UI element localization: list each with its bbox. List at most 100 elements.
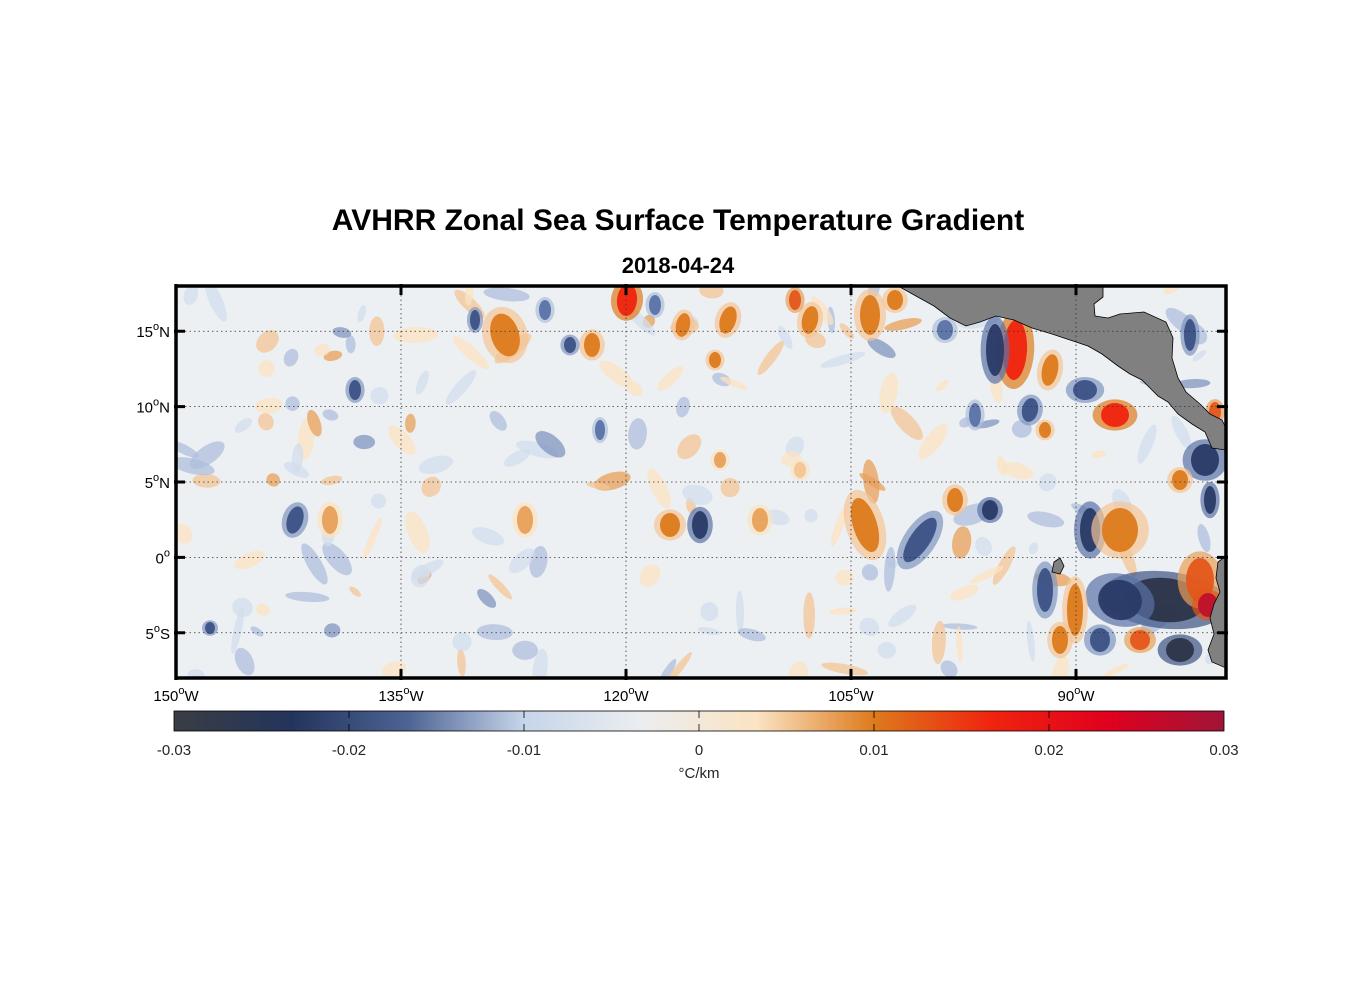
sst-anomaly-patch xyxy=(1027,511,1065,528)
lon-tick-degree: o xyxy=(853,685,859,697)
sst-anomaly-patch xyxy=(189,441,225,469)
sst-anomaly-core xyxy=(937,320,953,340)
sst-anomaly-core xyxy=(789,290,801,310)
lat-tick-number: 5 xyxy=(146,626,154,643)
chart-subtitle: 2018-04-24 xyxy=(621,253,735,278)
sst-anomaly-patch xyxy=(861,564,879,581)
sst-anomaly-patch xyxy=(234,550,265,570)
lon-tick-hemisphere: W xyxy=(1080,688,1095,705)
sst-anomaly-patch xyxy=(803,592,815,639)
lon-tick-hemisphere: W xyxy=(409,688,424,705)
lon-tick-label: 135oW xyxy=(378,685,424,705)
sst-anomaly-core xyxy=(539,300,551,320)
sst-anomaly-patch xyxy=(231,607,245,654)
colorbar-tick-label: -0.03 xyxy=(157,742,191,759)
sst-anomaly-patch xyxy=(735,590,744,633)
sst-anomaly-patch xyxy=(969,565,1004,584)
sst-anomaly-patch xyxy=(320,475,343,486)
lon-tick-number: 90 xyxy=(1058,688,1075,705)
sst-anomaly-patch xyxy=(1102,663,1129,678)
lat-tick-degree: o xyxy=(154,623,160,635)
sst-gradient-field xyxy=(176,286,1226,678)
sst-anomaly-patch xyxy=(250,626,264,637)
sst-anomaly-patch xyxy=(890,406,923,441)
colorbar-tick-label: -0.02 xyxy=(332,742,366,759)
sst-anomaly-patch xyxy=(388,425,416,455)
sst-anomaly-core xyxy=(692,511,708,539)
sst-anomaly-patch xyxy=(452,336,490,370)
sst-anomaly-patch xyxy=(859,473,886,491)
sst-anomaly-core xyxy=(490,313,520,357)
sst-anomaly-patch xyxy=(291,443,304,474)
lat-tick-degree: o xyxy=(153,472,159,484)
sst-anomaly-patch xyxy=(676,396,690,418)
sst-anomaly-core xyxy=(1041,354,1059,386)
sst-anomaly-core xyxy=(969,403,981,427)
lat-tick-label: 5oN xyxy=(145,472,170,492)
sst-anomaly-patch xyxy=(489,410,507,431)
lon-tick-hemisphere: W xyxy=(859,688,874,705)
sst-anomaly-patch xyxy=(257,413,274,431)
lon-tick-number: 105 xyxy=(828,688,853,705)
sst-anomaly-patch xyxy=(1091,450,1106,459)
sst-anomaly-core xyxy=(1130,630,1150,650)
sst-anomaly-patch xyxy=(322,542,352,576)
sst-anomaly-core xyxy=(1073,380,1097,400)
sst-anomaly-patch xyxy=(663,651,692,678)
sst-anomaly-patch xyxy=(879,372,899,414)
sst-anomaly-patch xyxy=(935,379,949,392)
sst-anomaly-patch xyxy=(877,642,897,659)
lat-tick-number: 15 xyxy=(136,324,153,341)
chart-title: AVHRR Zonal Sea Surface Temperature Grad… xyxy=(331,204,1025,237)
sst-anomaly-core xyxy=(1039,422,1051,438)
land-central-america xyxy=(897,286,1226,669)
sst-anomaly-core xyxy=(903,517,937,563)
sst-anomaly-patch xyxy=(515,440,559,459)
sst-anomaly-patch xyxy=(599,360,634,388)
lat-tick-degree: o xyxy=(153,321,159,333)
sst-anomaly-patch xyxy=(415,370,429,395)
sst-anomaly-core xyxy=(1098,579,1142,621)
lat-tick-number: 5 xyxy=(145,475,153,492)
sst-anomaly-patch xyxy=(234,418,252,433)
sst-anomaly-patch xyxy=(931,620,946,665)
sst-anomaly-core xyxy=(794,462,806,478)
sst-anomaly-core xyxy=(887,290,903,310)
sst-anomaly-patch xyxy=(532,648,548,678)
sst-anomaly-patch xyxy=(830,504,848,547)
sst-anomaly-patch xyxy=(418,455,453,475)
sst-anomaly-patch xyxy=(884,318,922,331)
sst-anomaly-patch xyxy=(508,548,535,574)
sst-anomaly-patch xyxy=(256,330,279,353)
lon-tick-degree: o xyxy=(628,685,634,697)
lat-tick-number: 0 xyxy=(156,550,164,567)
sst-anomaly-core xyxy=(584,333,600,357)
sst-anomaly-patch xyxy=(1137,424,1157,464)
sst-anomaly-patch xyxy=(535,431,566,458)
lon-tick-number: 150 xyxy=(153,688,178,705)
sst-anomaly-patch xyxy=(1175,378,1211,389)
sst-anomaly-core xyxy=(675,313,691,337)
sst-anomaly-patch xyxy=(975,536,992,556)
sst-anomaly-patch xyxy=(586,482,610,490)
sst-anomaly-patch xyxy=(483,287,530,302)
colorbar-tick-label: 0.01 xyxy=(859,742,888,759)
sst-anomaly-patch xyxy=(1026,620,1035,662)
sst-anomaly-patch xyxy=(949,584,979,601)
sst-anomaly-patch xyxy=(285,591,330,603)
sst-anomaly-patch xyxy=(788,661,809,678)
colorbar-tick-label: -0.01 xyxy=(507,742,541,759)
sst-anomaly-core xyxy=(1067,584,1083,636)
sst-anomaly-patch xyxy=(1197,524,1211,553)
sst-anomaly-patch xyxy=(307,409,322,437)
sst-anomaly-core xyxy=(595,420,605,440)
lon-tick-label: 90oW xyxy=(1058,685,1096,705)
sst-anomaly-patch xyxy=(720,477,740,498)
sst-anomaly-patch xyxy=(835,569,854,586)
sst-anomaly-patch xyxy=(477,588,497,608)
sst-anomaly-patch xyxy=(452,632,472,652)
lon-tick-number: 135 xyxy=(378,688,403,705)
lon-tick-label: 120oW xyxy=(603,685,649,705)
